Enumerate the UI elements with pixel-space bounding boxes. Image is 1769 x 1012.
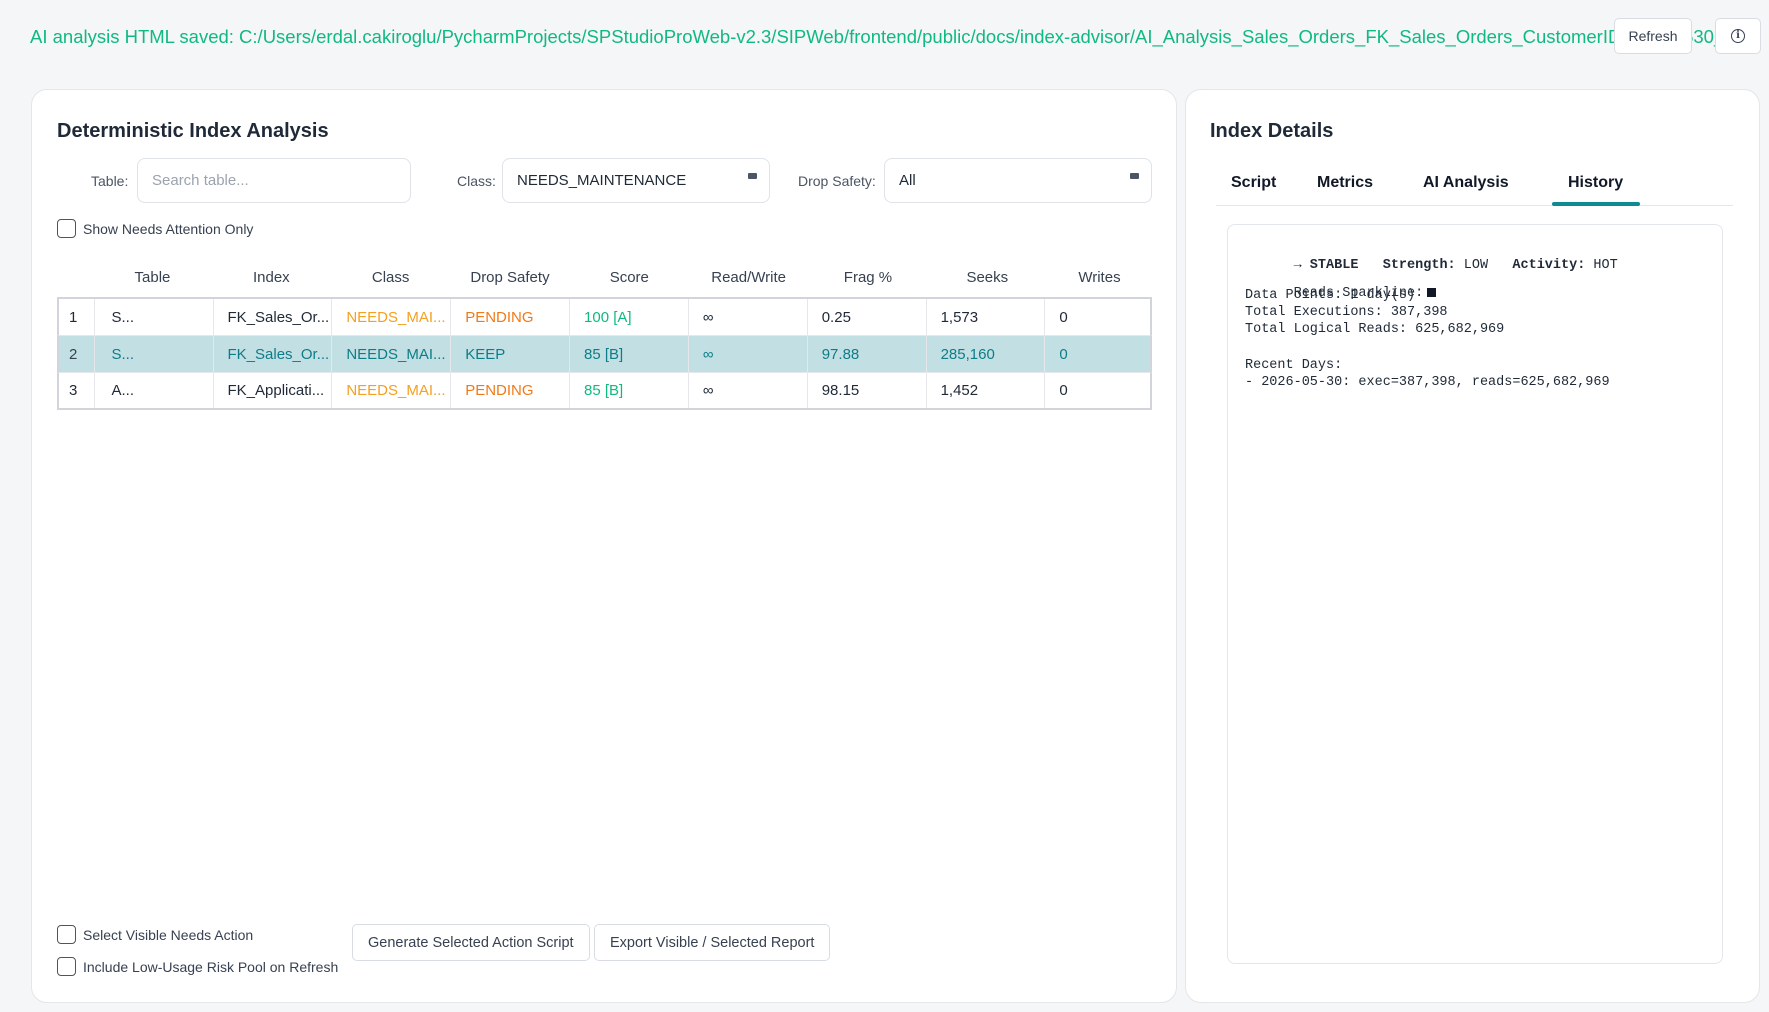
cell-index: FK_Applicati... (214, 373, 333, 408)
index-table: Table Index Class Drop Safety Score Read… (57, 257, 1152, 410)
cell-table: S... (95, 299, 214, 335)
recent-days-label: Recent Days: (1245, 358, 1343, 373)
info-button[interactable]: i (1715, 18, 1761, 54)
cell-seeks: 1,573 (927, 299, 1046, 335)
drop-safety-label: Drop Safety: (798, 173, 876, 189)
info-icon: i (1731, 29, 1745, 43)
panel-title: Index Details (1210, 120, 1334, 142)
cell-seeks: 1,452 (927, 373, 1046, 408)
strength-label: Strength: (1382, 258, 1456, 273)
cell-drop-safety: PENDING (451, 299, 571, 335)
table-search-input[interactable]: Search table... (137, 158, 411, 203)
column-header-index[interactable]: Index (252, 268, 290, 286)
column-header-score[interactable]: Score (609, 268, 649, 286)
class-select[interactable]: NEEDS_MAINTENANCE (502, 158, 770, 203)
top-bar: AI analysis HTML saved: C:/Users/erdal.c… (0, 0, 1769, 72)
column-header-writes[interactable]: Writes (1078, 268, 1121, 286)
row-number: 2 (59, 336, 96, 372)
column-header-drop-safety[interactable]: Drop Safety (470, 268, 550, 286)
column-header-read-write[interactable]: Read/Write (711, 268, 787, 286)
tab-history[interactable]: History (1568, 174, 1624, 191)
needs-attention-checkbox[interactable] (57, 219, 76, 238)
dropdown-icon (748, 173, 757, 179)
drop-safety-select[interactable]: All (884, 158, 1152, 203)
row-number: 1 (59, 299, 96, 335)
select-visible-toggle[interactable]: Select Visible Needs Action (57, 925, 253, 944)
class-filter-label: Class: (457, 173, 496, 189)
needs-attention-label: Show Needs Attention Only (83, 220, 254, 237)
cell-writes: 0 (1059, 382, 1068, 399)
column-header-seeks[interactable]: Seeks (966, 268, 1009, 286)
table-row[interactable]: 1 S... FK_Sales_Or... NEEDS_MAI... PENDI… (57, 299, 1152, 336)
detail-tabs: Script Metrics AI Analysis History (1216, 166, 1733, 206)
total-logical-reads: Total Logical Reads: 625,682,969 (1245, 322, 1505, 337)
activity-value: HOT (1593, 258, 1618, 273)
cell-drop-safety: PENDING (451, 373, 571, 408)
cell-class: NEEDS_MAI... (332, 299, 452, 335)
table-row[interactable]: 3 A... FK_Applicati... NEEDS_MAI... PEND… (57, 373, 1152, 410)
status-message: AI analysis HTML saved: C:/Users/erdal.c… (30, 26, 1745, 47)
strength-value: LOW (1463, 258, 1489, 273)
row-number: 3 (59, 373, 96, 408)
recent-day-entry: - 2026-05-30: exec=387,398, reads=625,68… (1245, 375, 1610, 390)
include-low-usage-label: Include Low-Usage Risk Pool on Refresh (83, 958, 339, 975)
cell-score: 100 [A] (570, 299, 689, 335)
export-report-button[interactable]: Export Visible / Selected Report (594, 924, 831, 961)
data-points: Data Points: 1 day(s) (1245, 288, 1416, 303)
column-header-frag[interactable]: Frag % (843, 268, 893, 286)
trend-label: → STABLE (1293, 258, 1359, 273)
total-executions: Total Executions: 387,398 (1245, 305, 1448, 320)
cell-table: A... (95, 373, 214, 408)
cell-index: FK_Sales_Or... (214, 336, 333, 372)
cell-seeks: 285,160 (927, 336, 1046, 372)
generate-script-button[interactable]: Generate Selected Action Script (352, 924, 590, 961)
cell-class: NEEDS_MAI... (332, 336, 452, 372)
cell-drop-safety: KEEP (451, 336, 571, 372)
sparkline-label: Reads Sparkline: (1293, 286, 1424, 301)
cell-score: 85 [B] (570, 336, 689, 372)
dropdown-icon (1130, 173, 1139, 179)
include-low-usage-toggle[interactable]: Include Low-Usage Risk Pool on Refresh (57, 957, 338, 976)
sparkline-line: Reads Sparkline: (1245, 271, 1437, 316)
tab-metrics[interactable]: Metrics (1317, 174, 1374, 191)
refresh-button[interactable]: Refresh (1614, 18, 1692, 54)
panel-title: Deterministic Index Analysis (57, 120, 329, 142)
cell-frag: 0.25 (808, 299, 927, 335)
cell-score: 85 [B] (570, 373, 689, 408)
column-header-table[interactable]: Table (134, 268, 171, 286)
trend-line: → STABLE Strength: LOW Activity: HOT (1245, 243, 1618, 288)
select-visible-checkbox[interactable] (57, 925, 76, 944)
activity-label: Activity: (1512, 258, 1586, 273)
cell-writes: 0 (1059, 345, 1068, 363)
cell-read-write: ∞ (689, 336, 808, 372)
tab-script[interactable]: Script (1231, 174, 1277, 191)
drop-safety-value: All (899, 172, 916, 189)
needs-attention-toggle[interactable]: Show Needs Attention Only (57, 219, 253, 238)
cell-class: NEEDS_MAI... (332, 373, 452, 408)
include-low-usage-checkbox[interactable] (57, 957, 76, 976)
table-body: 1 S... FK_Sales_Or... NEEDS_MAI... PENDI… (57, 297, 1152, 410)
cell-read-write: ∞ (689, 373, 808, 408)
tab-ai-analysis[interactable]: AI Analysis (1423, 174, 1509, 191)
index-analysis-panel: Deterministic Index Analysis Table: Sear… (31, 89, 1177, 1003)
cell-frag: 97.88 (808, 336, 927, 372)
select-visible-label: Select Visible Needs Action (83, 926, 254, 943)
table-filter-label: Table: (91, 173, 129, 189)
index-details-panel: Index Details Script Metrics AI Analysis… (1185, 89, 1760, 1003)
cell-read-write: ∞ (689, 299, 808, 335)
cell-index: FK_Sales_Or... (214, 299, 333, 335)
history-content: → STABLE Strength: LOW Activity: HOT Rea… (1227, 224, 1723, 964)
cell-writes: 0 (1059, 308, 1068, 326)
active-tab-indicator (1552, 202, 1640, 206)
cell-table: S... (95, 336, 214, 372)
table-row-selected[interactable]: 2 S... FK_Sales_Or... NEEDS_MAI... KEEP … (57, 336, 1152, 373)
column-header-class[interactable]: Class (371, 268, 410, 286)
class-select-value: NEEDS_MAINTENANCE (517, 172, 687, 189)
cell-frag: 98.15 (808, 373, 927, 408)
table-header: Table Index Class Drop Safety Score Read… (57, 257, 1152, 297)
sparkline-bar (1427, 288, 1437, 297)
